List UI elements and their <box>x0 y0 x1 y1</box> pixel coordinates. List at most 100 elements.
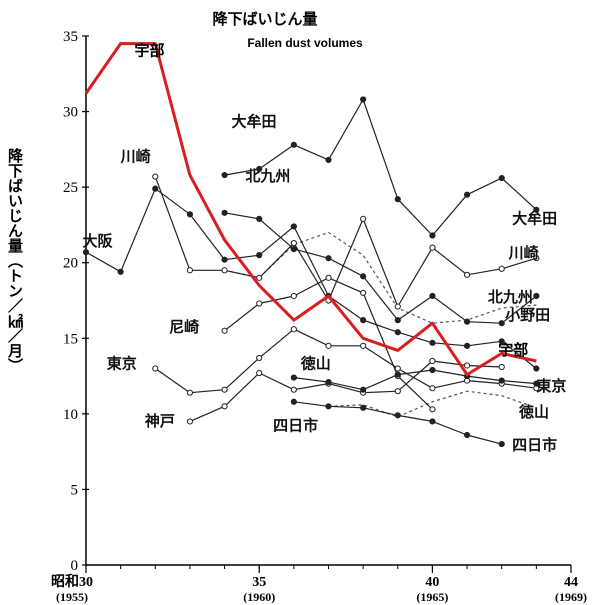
series-label-9: 四日市 <box>512 436 557 454</box>
series-3-point <box>533 255 540 262</box>
series-2-point <box>290 223 297 230</box>
series-9 <box>290 398 505 448</box>
series-label-3: 川崎 <box>508 244 539 262</box>
series-1-point <box>360 96 367 103</box>
series-label-6: 東京 <box>107 355 137 373</box>
series-label-5: 尼崎 <box>169 318 199 336</box>
series-2-point <box>394 329 401 336</box>
series-2-point <box>117 268 124 275</box>
series-4-point <box>463 318 471 325</box>
series-8-point <box>498 377 505 384</box>
x-tick-label: 35 <box>252 575 266 590</box>
y-tick-label: 35 <box>63 29 78 45</box>
series-7-point <box>186 418 194 425</box>
series-9-point <box>498 440 505 448</box>
series-4-point <box>221 209 228 216</box>
series-3-point <box>152 173 159 180</box>
series-9-point <box>463 431 471 439</box>
series-3-point <box>429 244 436 251</box>
series-3-point <box>498 265 505 272</box>
x-tick-sublabel: (1969) <box>555 590 587 604</box>
series-9-point <box>325 403 332 410</box>
series-4-point <box>429 292 436 300</box>
series-1-point <box>325 156 332 164</box>
x-tick-label: 44 <box>564 575 578 590</box>
x-tick-label: 40 <box>425 575 439 590</box>
series-1-point <box>290 141 297 148</box>
series-2-point <box>429 339 436 346</box>
series-4-point <box>394 317 401 324</box>
series-4-point <box>290 246 297 253</box>
series-label-8: 徳山 <box>300 355 331 373</box>
series-label-0: 宇部 <box>135 42 165 60</box>
x-tick-label: 昭和30 <box>51 574 93 590</box>
series-2-point <box>256 252 263 259</box>
y-tick-label: 15 <box>63 331 78 347</box>
y-tick-label: 0 <box>71 558 79 574</box>
series-8-point <box>360 386 367 393</box>
series-label-0: 宇部 <box>498 341 528 359</box>
series-6-line <box>154 328 537 394</box>
series-label-1: 大牟田 <box>232 113 277 131</box>
series-7-point <box>463 362 471 369</box>
series-6-point <box>186 389 194 396</box>
chart-title: 降下ばいじん量 <box>212 10 317 28</box>
series-7-point <box>394 388 401 395</box>
series-3-line <box>154 176 537 308</box>
series-10 <box>224 231 537 324</box>
series-7-point <box>221 403 228 410</box>
series-labels: 宇部宇部大牟田大牟田大阪川崎川崎北九州北九州尼崎東京東京神戸徳山徳山四日市四日市… <box>83 42 567 454</box>
series-1-point <box>221 171 228 179</box>
y-tick-label: 30 <box>63 105 78 121</box>
series-9-point <box>360 404 367 411</box>
series-2-point <box>186 211 194 218</box>
series-1 <box>221 96 540 239</box>
series-6-point <box>256 354 263 362</box>
series-7-point <box>498 363 505 371</box>
series-label-1: 大牟田 <box>512 209 557 227</box>
series-3-point <box>360 215 367 222</box>
series-9-point <box>290 398 297 405</box>
series-0 <box>84 42 537 377</box>
series-label-4: 北九州 <box>488 288 533 306</box>
series-5-point <box>429 406 436 413</box>
series-label-10: 小野田 <box>505 306 550 324</box>
series-5-point <box>290 292 297 300</box>
series-5-point <box>360 289 367 297</box>
series-label-3: 川崎 <box>120 147 151 165</box>
series-4 <box>221 209 540 327</box>
series-2-point <box>463 342 471 349</box>
series-7-point <box>256 369 263 377</box>
series-8-point <box>325 379 332 386</box>
series-label-9: 四日市 <box>273 416 318 434</box>
series-6-point <box>221 386 228 393</box>
series-2-point <box>221 256 228 263</box>
series-4-point <box>533 292 540 300</box>
series-4-point <box>256 215 263 222</box>
series-11 <box>328 390 537 418</box>
series-5-point <box>256 300 263 307</box>
series-6-point <box>360 342 367 349</box>
series-5-point <box>325 274 332 281</box>
series-2-point <box>533 365 540 372</box>
series-3-point <box>463 271 471 278</box>
x-tick-sublabel: (1955) <box>56 590 88 604</box>
series-label-7: 神戸 <box>145 412 175 430</box>
series-4-line <box>224 212 537 324</box>
series-10-line <box>224 231 537 324</box>
y-tick-label: 5 <box>71 482 79 498</box>
series-8-point <box>533 380 540 387</box>
series-9-point <box>394 412 401 419</box>
series-2-point <box>152 185 159 192</box>
series-4-point <box>325 255 332 262</box>
series-7 <box>186 357 505 425</box>
x-tick-sublabel: (1965) <box>416 590 448 604</box>
series-1-point <box>256 165 263 173</box>
x-tick-sublabel: (1960) <box>243 590 275 604</box>
series-label-2: 大阪 <box>83 232 114 250</box>
series-2 <box>82 185 540 372</box>
series-5-point <box>221 327 228 334</box>
series-3-point <box>290 239 297 247</box>
series-6-point <box>394 365 401 372</box>
